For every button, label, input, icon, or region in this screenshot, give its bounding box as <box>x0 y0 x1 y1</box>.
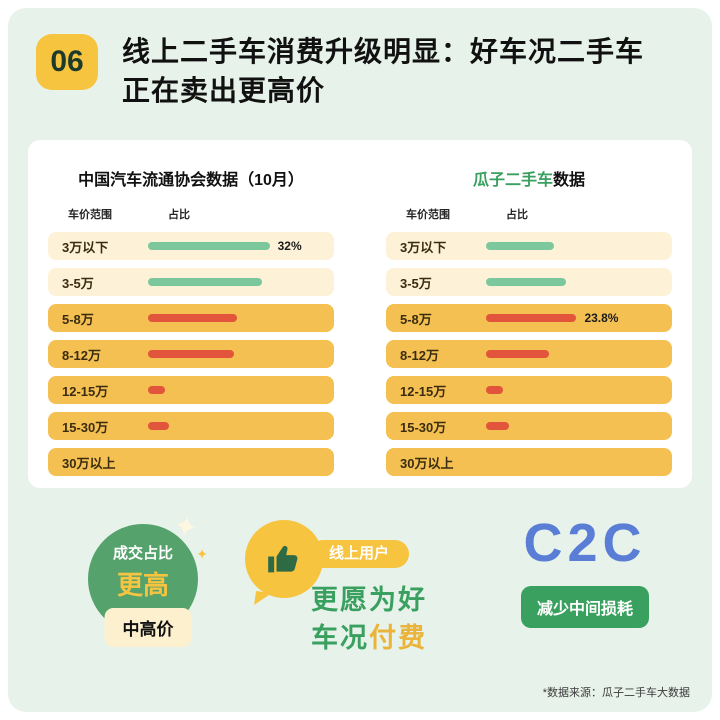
chart-row: 3万以下 <box>386 232 672 260</box>
online-users-line1: 更愿为好 <box>311 585 427 615</box>
online-users-line2-yellow: 付费 <box>369 623 427 653</box>
column-header-share: 占比 <box>506 209 528 221</box>
column-header-price-range: 车价范围 <box>406 209 450 221</box>
chart-column-headers: 车价范围 占比 <box>48 206 334 222</box>
chart-row: 8-12万 <box>386 340 672 368</box>
price-range-label: 5-8万 <box>400 311 432 327</box>
chart-right-guazi: 瓜子二手车数据 车价范围 占比 3万以下 3-5万 5-8万 23.8% 8-12万 12… <box>386 166 672 476</box>
share-bar <box>486 422 509 430</box>
page-title-line1: 线上二手车消费升级明显：好车况二手车 <box>122 36 645 67</box>
thumbs-up-icon <box>268 545 298 573</box>
share-bar <box>148 314 238 322</box>
chart-row: 3-5万 <box>48 268 334 296</box>
share-bar <box>148 278 262 286</box>
page-title-line2: 正在卖出更高价 <box>122 75 326 106</box>
share-bar <box>486 314 577 322</box>
chart-row: 8-12万 <box>48 340 334 368</box>
chart-row: 15-30万 <box>48 412 334 440</box>
chart-row: 15-30万 <box>386 412 672 440</box>
chart-title: 中国汽车流通协会数据（10月） <box>48 166 334 190</box>
chart-row: 30万以上 <box>48 448 334 476</box>
share-bar <box>148 350 234 358</box>
price-range-label: 3万以下 <box>400 239 447 255</box>
deal-share-line2: 更高 <box>116 570 169 600</box>
online-users-pill: 线上用户 <box>309 540 410 568</box>
mid-high-price-tag: 中高价 <box>104 608 192 647</box>
price-range-label: 8-12万 <box>400 347 440 363</box>
chart-row: 3万以下 32% <box>48 232 334 260</box>
share-value-label: 32% <box>277 239 302 253</box>
data-source-footnote: *数据来源：瓜子二手车大数据 <box>542 687 690 699</box>
price-range-label: 15-30万 <box>62 419 109 435</box>
deal-share-line1: 成交占比 <box>112 545 173 562</box>
price-range-label: 3-5万 <box>62 275 94 291</box>
c2c-title: C2C <box>523 513 647 573</box>
chart-row: 5-8万 23.8% <box>386 304 672 332</box>
online-users-line2-green: 车况 <box>311 623 369 653</box>
chart-row: 3-5万 <box>386 268 672 296</box>
chart-row: 30万以上 <box>386 448 672 476</box>
price-range-label: 3-5万 <box>400 275 432 291</box>
chart-left-association: 中国汽车流通协会数据（10月） 车价范围 占比 3万以下 32% 3-5万 5-8万 8… <box>48 166 334 476</box>
price-range-label: 5-8万 <box>62 311 94 327</box>
column-header-price-range: 车价范围 <box>68 209 112 221</box>
chart-title-accent: 瓜子二手车 <box>472 172 553 189</box>
chart-rows: 3万以下 32% 3-5万 5-8万 8-12万 12-15万 15-30万 30万以上 <box>48 232 334 476</box>
price-range-label: 30万以上 <box>62 455 116 471</box>
sparkle-icon: ✦ <box>196 546 208 562</box>
section-number-badge: 06 <box>36 34 98 90</box>
chart-row: 12-15万 <box>386 376 672 404</box>
price-range-label: 12-15万 <box>400 383 447 399</box>
price-range-label: 3万以下 <box>62 239 109 255</box>
chart-row: 5-8万 <box>48 304 334 332</box>
price-range-label: 8-12万 <box>62 347 102 363</box>
chart-rows: 3万以下 3-5万 5-8万 23.8% 8-12万 12-15万 15-30万 30万以上 <box>386 232 672 476</box>
online-users-line2: 车况付费 <box>311 616 427 655</box>
chart-title-text: 数据 <box>553 172 586 189</box>
share-bar <box>148 422 169 430</box>
highlight-c2c: C2C 减少中间损耗 <box>500 512 670 628</box>
c2c-tag: 减少中间损耗 <box>520 586 649 628</box>
chart-row: 12-15万 <box>48 376 334 404</box>
share-bar <box>486 386 504 394</box>
share-bar <box>486 242 555 250</box>
share-bar <box>486 278 566 286</box>
chart-title: 瓜子二手车数据 <box>386 166 672 190</box>
share-value-label: 23.8% <box>584 311 619 325</box>
price-range-label: 15-30万 <box>400 419 447 435</box>
chart-column-headers: 车价范围 占比 <box>386 206 672 222</box>
charts-card: 中国汽车流通协会数据（10月） 车价范围 占比 3万以下 32% 3-5万 5-8万 8… <box>28 140 692 488</box>
price-range-label: 12-15万 <box>62 383 109 399</box>
chart-title-text: 中国汽车流通协会数据（10月） <box>78 172 304 189</box>
column-header-share: 占比 <box>168 209 190 221</box>
share-bar <box>148 242 270 250</box>
share-bar <box>148 386 166 394</box>
page-title: 线上二手车消费升级明显：好车况二手车 正在卖出更高价 <box>122 32 644 110</box>
share-bar <box>486 350 549 358</box>
price-range-label: 30万以上 <box>400 455 454 471</box>
